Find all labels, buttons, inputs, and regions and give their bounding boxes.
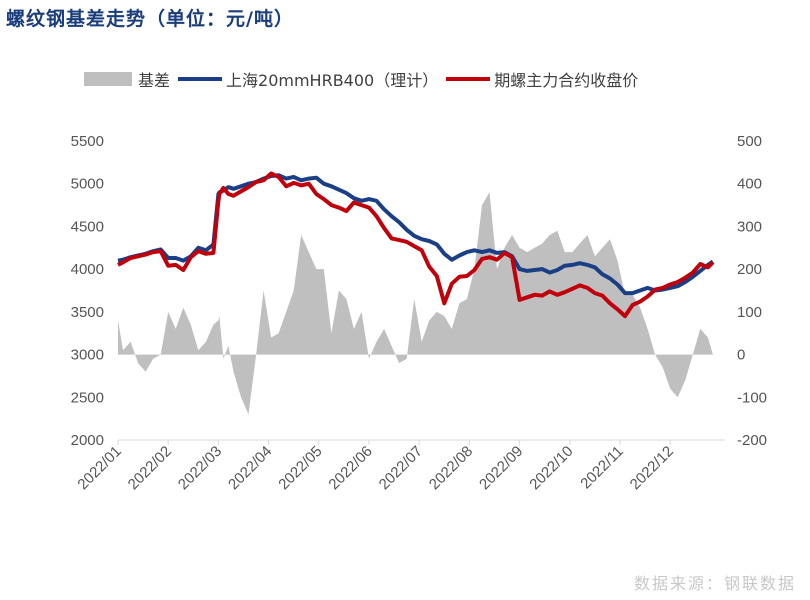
left-axis-tick-label: 5500 <box>71 133 104 150</box>
right-y-axis: -200 -100 0 100 200 300 400 500 <box>737 133 767 449</box>
x-axis-tick-label: 2022/10 <box>526 443 576 493</box>
legend-label-basis: 基差 <box>138 71 171 90</box>
x-axis-ticks <box>117 440 671 445</box>
legend-label-futures-price: 期螺主力合约收盘价 <box>494 71 639 90</box>
x-axis-tick-label: 2022/01 <box>74 443 124 493</box>
x-axis-tick-label: 2022/06 <box>325 443 375 493</box>
right-axis-tick-label: 300 <box>737 218 762 235</box>
x-axis-tick-label: 2022/08 <box>426 443 476 493</box>
legend-item-spot-price: 上海20mmHRB400（理计） <box>178 67 438 91</box>
legend-label-spot-price: 上海20mmHRB400（理计） <box>226 71 439 90</box>
basis-area <box>118 192 713 415</box>
price-line-series <box>117 171 715 319</box>
legend-swatch-basis <box>84 72 132 86</box>
left-axis-tick-label: 5000 <box>71 176 104 193</box>
x-axis-tick-label: 2022/07 <box>376 443 426 493</box>
legend-swatch-spot-price <box>178 77 223 81</box>
chart-title: 螺纹钢基差走势（单位：元/吨） <box>6 8 294 30</box>
x-axis-tick-label: 2022/12 <box>627 443 677 493</box>
left-axis-tick-label: 4000 <box>71 261 104 278</box>
legend-swatch-futures-price <box>446 77 491 81</box>
right-axis-tick-label: -200 <box>737 432 767 449</box>
basis-area-series <box>118 192 713 415</box>
x-axis-tick-label: 2022/04 <box>225 443 275 493</box>
futures-price-line <box>117 171 715 319</box>
x-axis-labels: 2022/01 2022/02 2022/03 2022/04 2022/05 2022/… <box>74 443 677 493</box>
left-y-axis: 2000 2500 3000 3500 4000 4500 5000 5500 <box>71 133 104 449</box>
legend-item-futures-price: 期螺主力合约收盘价 <box>446 67 638 91</box>
right-axis-tick-label: -100 <box>737 389 767 406</box>
x-axis-tick-label: 2022/05 <box>275 443 325 493</box>
right-axis-tick-label: 500 <box>737 133 762 150</box>
right-axis-tick-label: 200 <box>737 261 762 278</box>
spot-price-line <box>117 173 715 296</box>
left-axis-tick-label: 2500 <box>71 389 104 406</box>
right-axis-tick-label: 400 <box>737 176 762 193</box>
data-source-note: 数据来源：钢联数据 <box>633 574 796 593</box>
right-axis-tick-label: 100 <box>737 304 762 321</box>
x-axis-tick-label: 2022/03 <box>175 443 225 493</box>
legend-item-basis: 基差 <box>84 67 170 91</box>
chart-legend: 基差 上海20mmHRB400（理计） 期螺主力合约收盘价 <box>84 68 646 90</box>
x-axis-tick-label: 2022/09 <box>476 443 526 493</box>
left-axis-tick-label: 2000 <box>71 432 104 449</box>
left-axis-tick-label: 3000 <box>71 347 104 364</box>
x-axis-tick-label: 2022/02 <box>125 443 175 493</box>
left-axis-tick-label: 4500 <box>71 218 104 235</box>
left-axis-tick-label: 3500 <box>71 304 104 321</box>
right-axis-tick-label: 0 <box>737 347 745 364</box>
x-axis-tick-label: 2022/11 <box>577 443 627 493</box>
